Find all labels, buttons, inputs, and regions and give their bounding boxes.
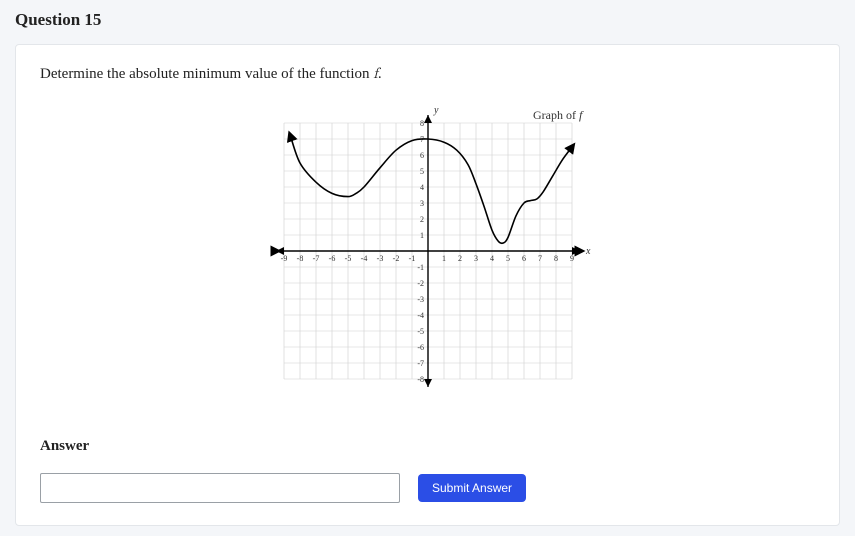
svg-text:-3: -3 (417, 295, 424, 304)
svg-text:5: 5 (506, 254, 510, 263)
answer-row: Submit Answer (40, 473, 815, 503)
prompt-prefix: Determine the absolute minimum value of … (40, 66, 373, 82)
svg-text:5: 5 (420, 167, 424, 176)
question-title: Question 15 (15, 10, 840, 30)
svg-text:9: 9 (570, 254, 574, 263)
svg-text:2: 2 (420, 215, 424, 224)
svg-text:-4: -4 (417, 311, 424, 320)
question-card: Determine the absolute minimum value of … (15, 44, 840, 526)
svg-text:-4: -4 (360, 254, 367, 263)
svg-text:7: 7 (538, 254, 542, 263)
answer-label: Answer (40, 438, 815, 455)
function-graph: -9-8-7-6-5-4-3-2-1123456789-8-7-6-5-4-3-… (253, 101, 603, 401)
svg-text:-6: -6 (417, 343, 424, 352)
svg-text:8: 8 (420, 119, 424, 128)
answer-input[interactable] (40, 473, 400, 503)
svg-text:4: 4 (420, 183, 424, 192)
svg-text:6: 6 (420, 151, 424, 160)
svg-text:-3: -3 (376, 254, 383, 263)
svg-text:2: 2 (458, 254, 462, 263)
graph-container: -9-8-7-6-5-4-3-2-1123456789-8-7-6-5-4-3-… (40, 101, 815, 406)
question-prompt: Determine the absolute minimum value of … (40, 65, 815, 83)
svg-text:-8: -8 (417, 375, 424, 384)
svg-text:y: y (433, 105, 439, 116)
svg-text:4: 4 (490, 254, 494, 263)
svg-text:x: x (585, 246, 591, 257)
svg-text:1: 1 (442, 254, 446, 263)
prompt-suffix: . (378, 66, 382, 82)
svg-text:-1: -1 (408, 254, 415, 263)
svg-text:-2: -2 (417, 279, 424, 288)
svg-text:-1: -1 (417, 263, 424, 272)
svg-text:-5: -5 (344, 254, 351, 263)
submit-button[interactable]: Submit Answer (418, 474, 526, 502)
svg-text:-5: -5 (417, 327, 424, 336)
svg-text:8: 8 (554, 254, 558, 263)
svg-text:-7: -7 (417, 359, 424, 368)
svg-text:Graph of f: Graph of f (533, 108, 584, 122)
svg-text:3: 3 (420, 199, 424, 208)
svg-text:3: 3 (474, 254, 478, 263)
svg-text:-8: -8 (296, 254, 303, 263)
svg-text:-2: -2 (392, 254, 399, 263)
svg-text:-7: -7 (312, 254, 319, 263)
svg-text:6: 6 (522, 254, 526, 263)
svg-text:-9: -9 (280, 254, 287, 263)
svg-text:1: 1 (420, 231, 424, 240)
svg-text:-6: -6 (328, 254, 335, 263)
